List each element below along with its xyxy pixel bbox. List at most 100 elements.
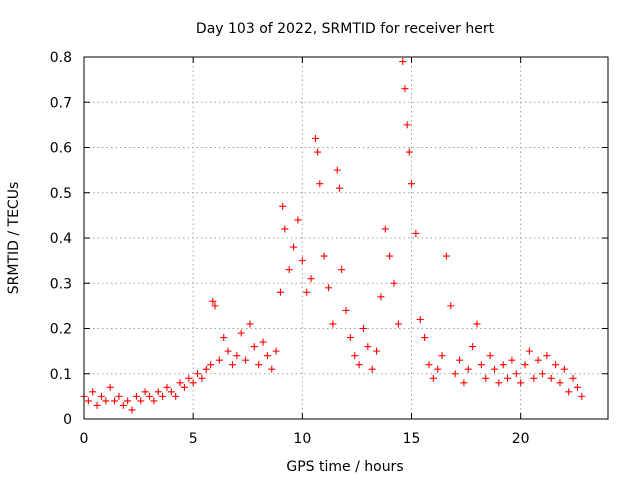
data-point [346, 334, 354, 342]
data-point [198, 374, 206, 382]
data-point [565, 388, 573, 396]
data-point [434, 365, 442, 373]
data-point [128, 406, 136, 414]
data-point [97, 392, 105, 400]
data-point [512, 370, 520, 378]
data-point [495, 379, 503, 387]
data-point [255, 361, 263, 369]
data-point [307, 275, 315, 283]
data-point [473, 320, 481, 328]
data-point [412, 229, 420, 237]
data-point [490, 365, 498, 373]
x-tick-label: 10 [293, 431, 311, 447]
data-point [194, 370, 202, 378]
data-point [209, 297, 217, 305]
data-point [416, 315, 424, 323]
data-point [460, 379, 468, 387]
data-point [442, 252, 450, 260]
data-point [250, 343, 258, 351]
data-point [263, 352, 271, 360]
data-point [482, 374, 490, 382]
data-point [351, 352, 359, 360]
y-axis-label: SRMTID / TECUs [6, 182, 22, 295]
data-point [394, 320, 402, 328]
data-point [89, 388, 97, 396]
data-point [333, 166, 341, 174]
data-point [215, 356, 223, 364]
x-tick-label: 15 [403, 431, 421, 447]
data-point [525, 347, 533, 355]
data-point [246, 320, 254, 328]
y-tick-label: 0.6 [50, 141, 72, 157]
data-point [298, 257, 306, 265]
data-point [154, 388, 162, 396]
data-point [272, 347, 280, 355]
data-point [390, 279, 398, 287]
data-point [543, 352, 551, 360]
data-point [534, 356, 542, 364]
data-point [521, 361, 529, 369]
data-point [408, 180, 415, 188]
data-point [342, 306, 350, 314]
data-point [180, 383, 188, 391]
x-axis-label: GPS time / hours [286, 459, 403, 475]
data-point [189, 379, 197, 387]
y-tick-label: 0.5 [50, 186, 72, 202]
data-point [176, 379, 184, 387]
data-point [438, 352, 446, 360]
chart-title: Day 103 of 2022, SRMTID for receiver her… [196, 21, 495, 37]
data-point [102, 397, 110, 405]
data-point [311, 134, 319, 142]
data-point [355, 361, 363, 369]
data-point [359, 325, 367, 332]
data-point [329, 320, 337, 328]
data-point [447, 302, 455, 310]
y-tick-label: 0.8 [50, 50, 72, 66]
data-point [228, 361, 236, 369]
data-point [268, 365, 276, 373]
data-point [220, 334, 228, 342]
data-point [115, 392, 123, 400]
data-point [373, 347, 381, 355]
data-point [325, 284, 333, 292]
data-point [399, 58, 407, 66]
data-point [163, 383, 171, 391]
data-point [429, 374, 437, 382]
data-point [242, 356, 250, 364]
y-tick-label: 0.4 [50, 231, 72, 247]
data-point [477, 361, 485, 369]
grid-lines [84, 57, 608, 419]
x-tick-label: 5 [189, 431, 198, 447]
data-point [451, 370, 459, 378]
data-point [294, 216, 302, 224]
data-point [233, 352, 241, 360]
data-point [106, 383, 114, 391]
data-point [172, 392, 180, 400]
data-markers [80, 58, 586, 414]
data-point [84, 397, 92, 405]
data-point [517, 379, 525, 387]
y-tick-label: 0.1 [50, 367, 72, 383]
y-tick-label: 0.3 [50, 276, 72, 292]
y-tick-label: 0.2 [50, 322, 72, 338]
data-point [137, 397, 145, 405]
data-point [386, 252, 394, 260]
axis-ticks: 0 5 10 15 20 0 0.1 0.2 0.3 0.4 0.5 0.6 0.7 0.8 [50, 50, 608, 447]
data-point [141, 388, 149, 396]
data-point [547, 374, 555, 382]
data-point [132, 392, 140, 400]
x-tick-label: 0 [80, 431, 89, 447]
data-point [167, 388, 175, 396]
data-point [403, 121, 411, 129]
data-point [279, 202, 287, 210]
data-point [111, 397, 119, 405]
data-point [237, 329, 245, 337]
data-point [119, 401, 127, 409]
data-point [499, 361, 507, 369]
data-point [552, 361, 560, 369]
data-point [425, 361, 433, 369]
data-point [486, 352, 494, 360]
data-point [320, 252, 328, 260]
